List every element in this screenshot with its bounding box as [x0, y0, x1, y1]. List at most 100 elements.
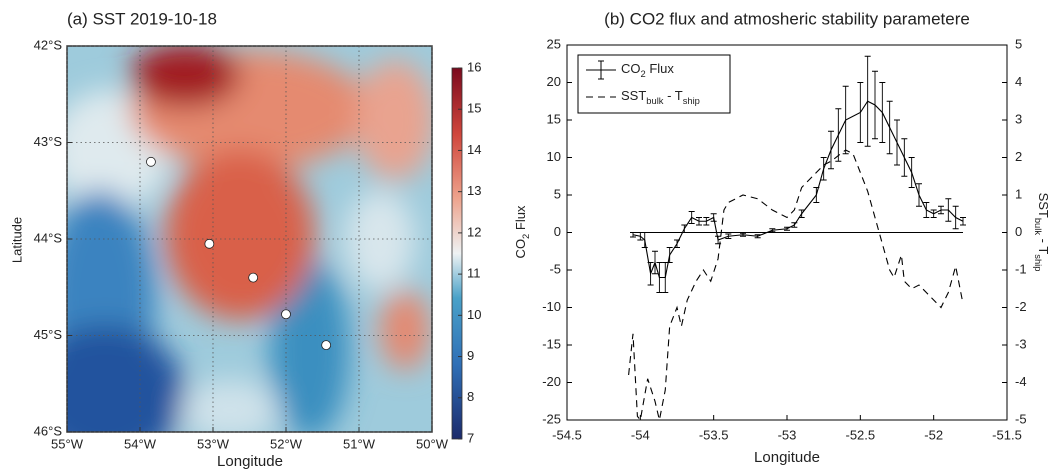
- x-tick-label: -52: [924, 427, 943, 442]
- station: [204, 238, 215, 249]
- y-tick-label: 43°S: [34, 134, 63, 149]
- line-title: (b) CO2 flux and atmosheric stability pa…: [604, 9, 970, 28]
- y2-tick-label: 3: [1015, 111, 1022, 126]
- x-tick-label: -52.5: [846, 427, 876, 442]
- x-tick-label: 53°W: [197, 436, 230, 451]
- error-bar: [894, 119, 900, 166]
- y-tick-label: 46°S: [34, 423, 63, 438]
- error-bar: [696, 217, 702, 226]
- y-label-part: CO: [513, 239, 528, 259]
- x-tick-label: -51.5: [992, 427, 1022, 442]
- x-tick-label: -53: [778, 427, 797, 442]
- error-bar: [857, 82, 864, 143]
- error-bar: [798, 209, 805, 218]
- error-bar: [938, 205, 944, 215]
- error-bar: [813, 187, 820, 203]
- legend-label: SSTbulk - Tship: [621, 88, 700, 106]
- error-bar: [835, 108, 842, 162]
- legend-label-part: 2: [641, 69, 646, 79]
- y-label-part: 2: [521, 234, 531, 239]
- colorbar-tick-label: 14: [467, 142, 481, 157]
- map-x-label: Longitude: [217, 453, 283, 469]
- colorbar-tick-label: 16: [467, 59, 481, 74]
- error-bar: [656, 262, 663, 293]
- error-bar: [923, 202, 930, 218]
- station: [146, 156, 156, 167]
- y-tick-label: 25: [547, 36, 561, 51]
- x-tick-label: 55°W: [51, 436, 84, 451]
- y2-tick-label: 5: [1015, 36, 1022, 51]
- error-bar: [930, 209, 937, 218]
- station: [248, 272, 259, 283]
- error-bar: [769, 228, 776, 233]
- y-tick-label: 10: [547, 149, 561, 164]
- error-bar: [641, 232, 648, 248]
- y2-tick-label: -5: [1015, 411, 1027, 426]
- legend-errorbar: [598, 60, 604, 80]
- legend-label-part: - T: [663, 88, 682, 103]
- y-label-part: Flux: [513, 205, 528, 234]
- y2-label: SSTbulk - Tship: [1033, 193, 1051, 272]
- line-x-label: Longitude: [754, 449, 820, 466]
- colorbar-tick-label: 12: [467, 224, 481, 239]
- error-bar: [784, 226, 790, 231]
- sst-field: [67, 46, 432, 432]
- legend-label-part: bulk: [646, 96, 663, 106]
- error-bar: [916, 183, 922, 207]
- error-bar: [952, 205, 959, 230]
- error-bar: [791, 222, 798, 228]
- error-bar: [630, 232, 636, 238]
- y2-tick-label: 1: [1015, 186, 1022, 201]
- y2-label-part: SST: [1036, 193, 1051, 218]
- x-tick-label: 51°W: [343, 436, 376, 451]
- y-tick-label: 20: [547, 74, 561, 89]
- y2-tick-label: -1: [1015, 261, 1027, 276]
- y-tick-label: -25: [542, 411, 561, 426]
- error-bar: [908, 157, 915, 188]
- plot-area: [628, 55, 966, 420]
- colorbar: [451, 67, 463, 440]
- colorbar-tick-label: 13: [467, 183, 481, 198]
- y2-tick-label: -4: [1015, 374, 1027, 389]
- y2-tick-label: 4: [1015, 74, 1022, 89]
- colorbar-tick-label: 9: [467, 348, 474, 363]
- y-tick-label: -10: [542, 299, 561, 314]
- y2-tick-label: -2: [1015, 299, 1027, 314]
- y-tick-label: 5: [554, 186, 561, 201]
- error-bar: [740, 232, 746, 237]
- colorbar-tick-label: 10: [467, 307, 481, 322]
- error-bar: [688, 211, 695, 224]
- error-bar: [864, 55, 871, 147]
- x-tick-label: 52°W: [270, 436, 303, 451]
- y-tick-label: -15: [542, 336, 561, 351]
- y-tick-label: 42°S: [34, 37, 63, 52]
- y-tick-label: -5: [549, 261, 561, 276]
- error-bar: [886, 100, 893, 155]
- map-title: (a) SST 2019-10-18: [67, 9, 217, 28]
- error-bar: [828, 130, 834, 170]
- error-bar: [703, 217, 710, 226]
- error-bar: [725, 233, 732, 239]
- station: [321, 340, 332, 351]
- error-bar: [872, 70, 878, 140]
- station: [281, 309, 291, 320]
- y-tick-label: 44°S: [34, 230, 63, 245]
- legend-label: CO2 Flux: [621, 61, 674, 79]
- y2-label-part: ship: [1033, 254, 1043, 271]
- colorbar-tick-label: 11: [467, 266, 481, 281]
- y-tick-label: -20: [542, 374, 561, 389]
- error-bar: [960, 217, 966, 226]
- y-tick-label: 15: [547, 111, 561, 126]
- error-bar: [901, 138, 908, 177]
- x-tick-label: 50°W: [416, 436, 449, 451]
- x-tick-label: -53.5: [699, 427, 729, 442]
- legend-label-part: ship: [683, 96, 700, 106]
- y2-tick-label: 0: [1015, 224, 1022, 239]
- colorbar-tick-label: 8: [467, 389, 474, 404]
- map-y-label: Latitude: [9, 217, 24, 263]
- y2-tick-label: 2: [1015, 149, 1022, 164]
- error-bar: [879, 82, 886, 143]
- error-bar: [681, 224, 688, 233]
- error-bar: [754, 234, 761, 239]
